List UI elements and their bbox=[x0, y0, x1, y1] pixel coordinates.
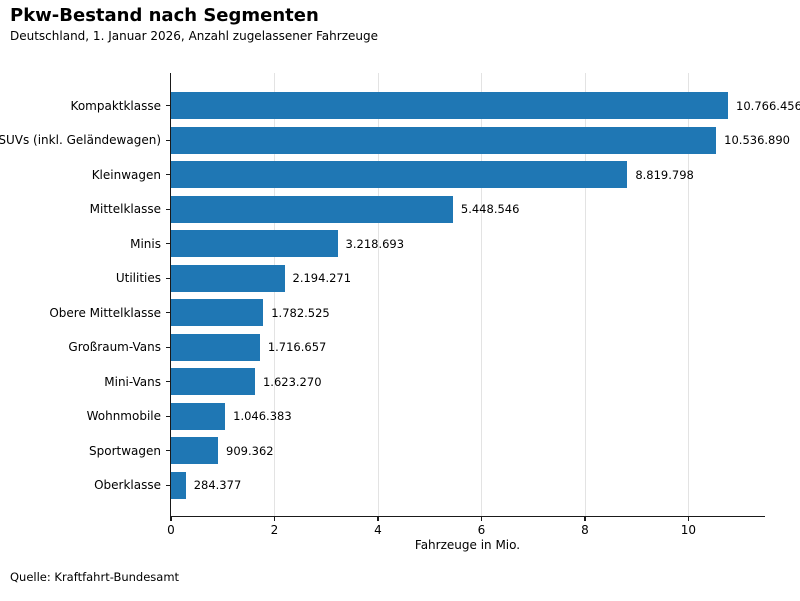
bar bbox=[171, 195, 453, 223]
bar bbox=[171, 230, 338, 257]
y-tick-mark bbox=[166, 208, 170, 210]
category-label: Oberklasse bbox=[94, 478, 161, 492]
gridline-x-10 bbox=[688, 73, 690, 516]
plot-area: 10.766.456 Kompaktklasse 10.536.890 SUVs (i… bbox=[0, 73, 800, 537]
y-tick-mark bbox=[166, 312, 170, 314]
category-label: Mittelklasse bbox=[89, 202, 161, 216]
category-label: Kompaktklasse bbox=[70, 98, 161, 113]
y-tick-mark bbox=[166, 105, 170, 107]
x-tick-label: 2 bbox=[270, 523, 279, 537]
value-label: 1.046.383 bbox=[233, 409, 292, 423]
value-label: 1.782.525 bbox=[271, 305, 330, 320]
value-label: 284.377 bbox=[193, 478, 242, 492]
category-label: Utilities bbox=[115, 271, 161, 285]
category-label: Wohnmobile bbox=[86, 409, 161, 423]
x-tick-mark bbox=[273, 517, 276, 521]
gridline-x-4 bbox=[377, 73, 379, 516]
y-tick-mark bbox=[166, 450, 170, 452]
bar bbox=[171, 368, 255, 395]
category-label: Obere Mittelklasse bbox=[49, 305, 161, 320]
x-axis-label: Fahrzeuge in Mio. bbox=[414, 538, 521, 552]
x-tick-label: 6 bbox=[477, 523, 486, 537]
x-tick-label: 10 bbox=[680, 523, 697, 537]
category-label: Großraum-Vans bbox=[68, 340, 161, 354]
y-tick-mark bbox=[166, 415, 170, 417]
x-tick-mark bbox=[584, 517, 586, 521]
gridline-x-8 bbox=[584, 73, 586, 516]
chart-subtitle: Deutschland, 1. Januar 2026, Anzahl zuge… bbox=[10, 29, 378, 43]
y-tick-mark bbox=[166, 484, 170, 486]
value-label: 8.819.798 bbox=[635, 167, 694, 182]
y-tick-mark bbox=[166, 277, 170, 279]
y-tick-mark bbox=[166, 174, 170, 176]
bar bbox=[171, 402, 226, 430]
value-label: 10.766.456 bbox=[736, 98, 800, 113]
bar bbox=[171, 299, 264, 326]
y-tick-mark bbox=[166, 346, 170, 348]
bar bbox=[171, 126, 717, 154]
value-label: 1.623.270 bbox=[262, 374, 322, 389]
x-tick-mark bbox=[687, 517, 689, 521]
category-label: Sportwagen bbox=[89, 443, 161, 458]
source-note: Quelle: Kraftfahrt-Bundesamt bbox=[10, 570, 180, 584]
x-tick-label: 0 bbox=[167, 523, 175, 537]
value-label: 3.218.693 bbox=[345, 236, 405, 251]
category-label: Minis bbox=[130, 236, 161, 251]
x-tick-label: 8 bbox=[581, 523, 589, 537]
y-tick-mark bbox=[166, 139, 170, 141]
x-tick-mark bbox=[480, 517, 483, 521]
value-label: 2.194.271 bbox=[292, 271, 352, 285]
category-label: Mini-Vans bbox=[104, 374, 161, 389]
x-tick-label: 4 bbox=[374, 523, 382, 537]
gridline-x-6 bbox=[481, 73, 483, 516]
x-tick-mark bbox=[377, 517, 379, 521]
bar bbox=[171, 333, 260, 361]
category-label: Kleinwagen bbox=[91, 167, 161, 182]
bar bbox=[171, 161, 628, 188]
x-tick-mark bbox=[170, 517, 172, 521]
value-label: 909.362 bbox=[226, 443, 274, 458]
chart-title: Pkw-Bestand nach Segmenten bbox=[10, 5, 319, 26]
bar bbox=[171, 92, 729, 119]
category-label: SUVs (inkl. Geländewagen) bbox=[0, 133, 161, 147]
y-tick-mark bbox=[166, 381, 170, 383]
y-tick-mark bbox=[166, 243, 170, 245]
bar bbox=[171, 437, 219, 464]
bar bbox=[171, 471, 186, 499]
value-label: 10.536.890 bbox=[724, 133, 791, 147]
gridline-x-2 bbox=[274, 73, 276, 516]
value-label: 5.448.546 bbox=[460, 202, 520, 216]
value-label: 1.716.657 bbox=[267, 340, 327, 354]
bar bbox=[171, 264, 285, 292]
